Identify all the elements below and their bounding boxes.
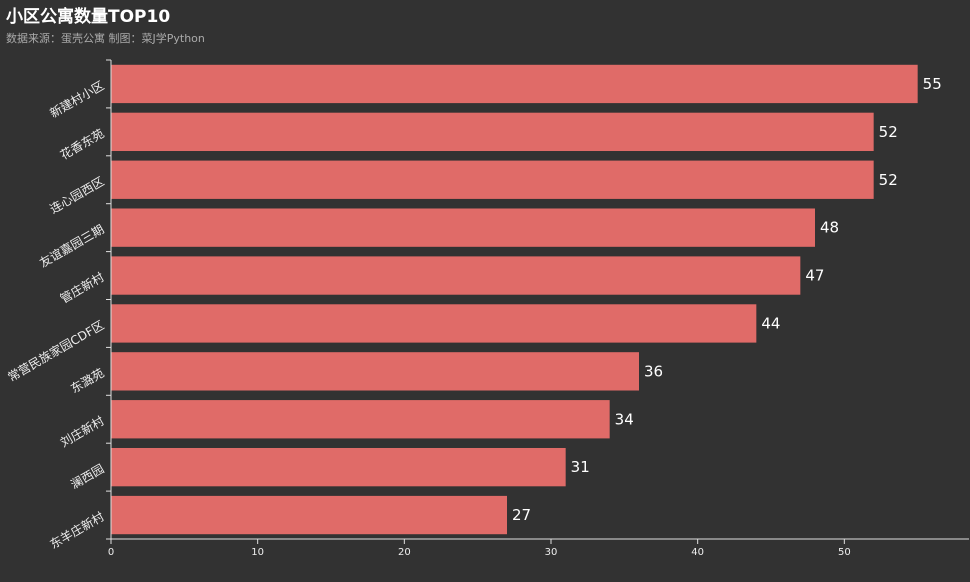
y-tick-label: 刘庄新村	[57, 413, 106, 450]
y-tick-label: 新建村小区	[47, 78, 106, 121]
bar	[111, 256, 801, 295]
bar	[111, 304, 757, 343]
x-tick-label: 50	[838, 547, 851, 558]
data-label: 34	[615, 410, 634, 428]
bar	[111, 495, 507, 535]
y-tick-label: 友谊嘉园三期	[37, 221, 107, 270]
data-label: 44	[761, 314, 780, 332]
y-tick-label: 东潞苑	[68, 365, 107, 396]
data-label: 48	[820, 219, 839, 237]
axes-group	[106, 59, 969, 544]
y-tick-label: 连心园西区	[47, 173, 106, 216]
data-label: 36	[644, 362, 663, 380]
data-label: 52	[879, 171, 898, 189]
data-label: 27	[512, 506, 531, 524]
y-tick-label: 澜西园	[68, 462, 106, 492]
data-label: 47	[805, 267, 824, 285]
x-tick-label: 10	[251, 547, 264, 558]
bar	[111, 400, 610, 439]
x-tick-label: 0	[108, 547, 114, 558]
chart-subtitle: 数据来源：蛋壳公寓 制图：菜J学Python	[6, 32, 205, 45]
y-tick-label: 花香东苑	[57, 125, 106, 162]
bar	[111, 352, 639, 391]
x-tick-label: 40	[691, 547, 704, 558]
data-label: 31	[571, 458, 590, 476]
x-tick-label: 20	[398, 547, 411, 558]
data-label: 55	[923, 75, 942, 93]
bar	[111, 160, 874, 199]
bar	[111, 112, 874, 152]
data-label: 52	[879, 123, 898, 141]
y-tick-label: 管庄新村	[57, 269, 106, 306]
bar	[111, 208, 815, 247]
chart-title: 小区公寓数量TOP10	[6, 7, 171, 27]
bar	[111, 64, 918, 104]
bars-group	[111, 64, 918, 535]
x-tick-label: 30	[545, 547, 558, 558]
y-tick-label: 东羊庄新村	[47, 509, 106, 552]
bar	[111, 447, 566, 487]
